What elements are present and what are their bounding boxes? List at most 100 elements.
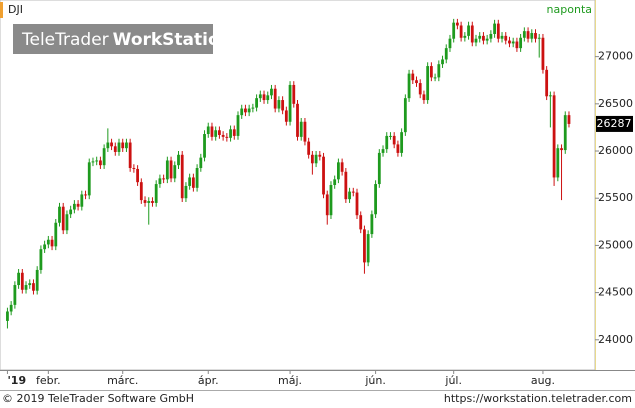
candle-body <box>392 135 396 145</box>
candle-body <box>117 142 121 152</box>
candle-body <box>348 191 351 200</box>
candle-body <box>482 35 485 41</box>
candle-body <box>151 201 154 203</box>
candle-body <box>247 108 251 113</box>
candle-body <box>24 285 28 290</box>
candle-body <box>530 33 534 39</box>
candle-body <box>195 168 199 188</box>
candle-body <box>284 110 288 122</box>
candle-body <box>310 154 314 164</box>
candle-body <box>385 135 389 150</box>
candle-body <box>218 130 221 135</box>
candle-body <box>61 206 65 231</box>
candle-body <box>136 168 139 183</box>
candle-body <box>567 115 571 124</box>
candle-body <box>173 165 177 179</box>
candle-body <box>548 95 552 97</box>
candle-body <box>422 94 426 101</box>
symbol-marker <box>0 2 3 18</box>
candle-body <box>84 194 87 196</box>
candle-body <box>433 77 437 79</box>
candle-body <box>99 160 102 166</box>
candle-body <box>296 103 299 137</box>
candle-body <box>478 35 482 39</box>
candle-body <box>277 100 281 109</box>
candle-body <box>58 206 61 223</box>
candle-body <box>165 160 169 180</box>
candle-body <box>381 149 385 153</box>
y-tick-label: 25000 <box>598 238 633 251</box>
candle-body <box>322 156 325 195</box>
candle-body <box>273 88 277 109</box>
candle-body <box>560 148 563 151</box>
candle-body <box>534 33 537 39</box>
candle-body <box>456 22 459 26</box>
candle-body <box>32 283 35 291</box>
candle-body <box>39 249 43 270</box>
logo-light: TeleTrader <box>21 30 109 50</box>
candle-body <box>467 25 470 36</box>
candle-body <box>210 126 214 137</box>
candle-body <box>389 135 392 137</box>
candle-body <box>563 115 567 151</box>
candle-body <box>244 108 247 113</box>
candle-body <box>325 194 329 216</box>
last-price: 26287 <box>597 117 632 130</box>
interval: naponta <box>547 3 592 16</box>
candle-body <box>50 239 54 247</box>
candle-body <box>363 229 366 263</box>
candle-body <box>504 35 508 41</box>
candle-body <box>556 148 560 178</box>
candle-body <box>411 73 415 81</box>
candle-body <box>20 272 24 290</box>
candle-body <box>184 185 188 199</box>
candle-body <box>69 209 73 215</box>
candle-body <box>132 168 136 170</box>
candle-body <box>377 152 381 185</box>
candle-body <box>437 64 441 78</box>
candle-body <box>403 98 407 133</box>
candle-body <box>158 178 162 185</box>
candle-body <box>359 215 363 230</box>
candle-body <box>299 121 303 137</box>
candle-body <box>270 88 273 96</box>
candle-body <box>54 222 58 247</box>
candle-body <box>337 162 340 180</box>
candle-body <box>396 144 400 153</box>
candle-body <box>511 41 515 44</box>
candle-body <box>459 25 463 38</box>
candle-body <box>139 182 143 201</box>
candle-body <box>370 214 374 235</box>
candle-body <box>225 136 229 138</box>
candle-body <box>415 80 418 84</box>
candle-body <box>303 121 307 142</box>
x-tick-label: júl. <box>444 374 462 387</box>
candle-body <box>214 130 218 137</box>
logo-box <box>13 24 213 54</box>
candle-body <box>493 23 496 34</box>
candle-body <box>552 95 556 178</box>
candle-body <box>508 40 511 44</box>
candle-body <box>240 108 244 116</box>
candle-body <box>6 311 9 321</box>
x-tick-label: aug. <box>531 374 555 387</box>
candle-body <box>113 146 117 152</box>
y-tick-label: 24500 <box>598 286 633 299</box>
candle-body <box>177 154 180 166</box>
candle-body <box>106 142 110 149</box>
candle-body <box>180 154 184 199</box>
candle-body <box>266 95 270 101</box>
y-tick-label: 25500 <box>598 191 633 204</box>
candle-body <box>46 239 50 245</box>
candle-body <box>448 38 452 49</box>
candle-body <box>307 141 311 155</box>
candle-body <box>206 126 210 135</box>
candle-body <box>407 73 411 99</box>
candle-body <box>87 162 91 196</box>
candle-body <box>125 142 128 149</box>
logo: TeleTrader WorkStation <box>21 30 232 50</box>
candle-body <box>351 191 355 193</box>
candle-body <box>441 59 444 65</box>
candle-body <box>255 98 258 108</box>
